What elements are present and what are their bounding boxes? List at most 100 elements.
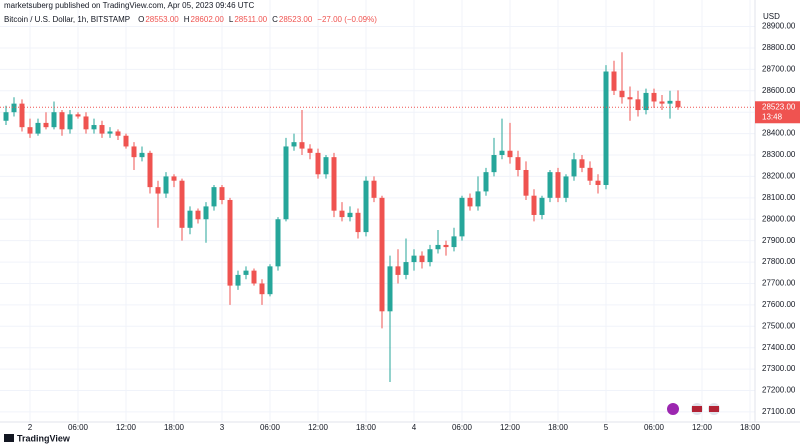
ohlc-value: 28523.00 bbox=[279, 15, 313, 24]
ohlc-key: O bbox=[138, 15, 144, 24]
candle-body bbox=[259, 283, 265, 295]
y-tick-label: 28200.00 bbox=[762, 172, 796, 181]
flag bbox=[709, 406, 719, 412]
candle-body bbox=[387, 266, 393, 312]
candle-body bbox=[139, 152, 145, 158]
candle-body bbox=[571, 159, 577, 177]
y-tick-label: 27500.00 bbox=[762, 321, 796, 330]
candle-body bbox=[451, 236, 457, 248]
y-tick-label: 28800.00 bbox=[762, 43, 796, 52]
candle-body bbox=[107, 131, 113, 134]
x-tick-label: 06:00 bbox=[644, 423, 665, 432]
candle-body bbox=[123, 135, 129, 147]
x-tick-label: 12:00 bbox=[692, 423, 713, 432]
candle-body bbox=[211, 187, 217, 207]
x-tick-label: 12:00 bbox=[116, 423, 137, 432]
ohlc-key: C bbox=[272, 15, 278, 24]
candle-body bbox=[443, 244, 449, 248]
candle-body bbox=[459, 197, 465, 237]
candle-body bbox=[395, 266, 401, 275]
brand: TradingView bbox=[4, 433, 71, 443]
candle-body bbox=[75, 114, 81, 117]
candle-body bbox=[363, 180, 369, 233]
candle-body bbox=[307, 148, 313, 153]
ohlc-value: 28553.00 bbox=[145, 15, 179, 24]
candle-body bbox=[315, 152, 321, 175]
y-tick-label: 27300.00 bbox=[762, 364, 796, 373]
last-price-box bbox=[755, 101, 800, 124]
candle-body bbox=[659, 101, 665, 104]
event-icon[interactable] bbox=[667, 403, 679, 415]
candle-body bbox=[483, 172, 489, 192]
candle-body bbox=[235, 274, 241, 286]
x-tick-label: 3 bbox=[220, 423, 225, 432]
candle-body bbox=[403, 262, 409, 275]
candle-body bbox=[171, 176, 177, 181]
candle-body bbox=[435, 244, 441, 250]
countdown: 13:48 bbox=[762, 112, 783, 121]
candle-body bbox=[331, 157, 337, 211]
candle-body bbox=[611, 71, 617, 91]
x-tick-label: 06:00 bbox=[260, 423, 281, 432]
candle-body bbox=[59, 112, 65, 130]
y-tick-label: 28100.00 bbox=[762, 193, 796, 202]
candle-body bbox=[283, 146, 289, 220]
candle-body bbox=[251, 270, 257, 284]
candle-body bbox=[195, 210, 201, 220]
currency: USD bbox=[763, 12, 780, 21]
candle-body bbox=[35, 122, 41, 134]
candle-body bbox=[539, 197, 545, 215]
change: −27.00 (−0.09%) bbox=[317, 15, 377, 24]
candle-body bbox=[635, 99, 641, 111]
x-tick-label: 4 bbox=[412, 423, 417, 432]
candle-body bbox=[667, 100, 673, 104]
candle-body bbox=[291, 142, 297, 147]
candle-body bbox=[67, 114, 73, 130]
ohlc-value: 28602.00 bbox=[191, 15, 225, 24]
candle-body bbox=[219, 187, 225, 200]
candle-body bbox=[619, 90, 625, 98]
candle-body bbox=[27, 127, 33, 134]
y-tick-label: 27200.00 bbox=[762, 386, 796, 395]
y-tick-label: 28900.00 bbox=[762, 22, 796, 31]
candle-body bbox=[547, 172, 553, 198]
x-tick-label: 18:00 bbox=[164, 423, 185, 432]
candle-body bbox=[11, 103, 17, 113]
y-tick-label: 27700.00 bbox=[762, 279, 796, 288]
candle-body bbox=[91, 125, 97, 130]
candle-body bbox=[339, 210, 345, 218]
x-tick-label: 5 bbox=[604, 423, 609, 432]
x-tick-label: 06:00 bbox=[452, 423, 473, 432]
candle-body bbox=[203, 206, 209, 220]
candle-body bbox=[179, 180, 185, 228]
candle-body bbox=[651, 92, 657, 102]
brand-name: TradingView bbox=[17, 433, 71, 443]
y-tick-label: 28700.00 bbox=[762, 64, 796, 73]
candle-body bbox=[3, 112, 9, 121]
candle-body bbox=[675, 100, 681, 108]
candle-body bbox=[587, 167, 593, 181]
candle-body bbox=[515, 157, 521, 170]
ohlc-key: H bbox=[184, 15, 190, 24]
candle-body bbox=[563, 176, 569, 198]
brand-logo bbox=[4, 434, 14, 442]
candle-body bbox=[19, 103, 25, 128]
y-tick-label: 27900.00 bbox=[762, 236, 796, 245]
candle-body bbox=[411, 255, 417, 263]
candle-body bbox=[531, 195, 537, 215]
candle-body bbox=[643, 92, 649, 111]
symbol: Bitcoin / U.S. Dollar, 1h, BITSTAMP bbox=[4, 15, 130, 24]
x-tick-label: 12:00 bbox=[500, 423, 521, 432]
y-tick-label: 28300.00 bbox=[762, 150, 796, 159]
candle-body bbox=[51, 112, 57, 128]
candle-body bbox=[147, 152, 153, 188]
candle-body bbox=[227, 199, 233, 286]
event-icons bbox=[667, 403, 720, 415]
candle-body bbox=[603, 71, 609, 185]
y-tick-label: 28400.00 bbox=[762, 129, 796, 138]
x-tick-label: 06:00 bbox=[68, 423, 89, 432]
x-tick-label: 2 bbox=[28, 423, 33, 432]
candle-body bbox=[267, 266, 273, 295]
y-tick-label: 28000.00 bbox=[762, 214, 796, 223]
